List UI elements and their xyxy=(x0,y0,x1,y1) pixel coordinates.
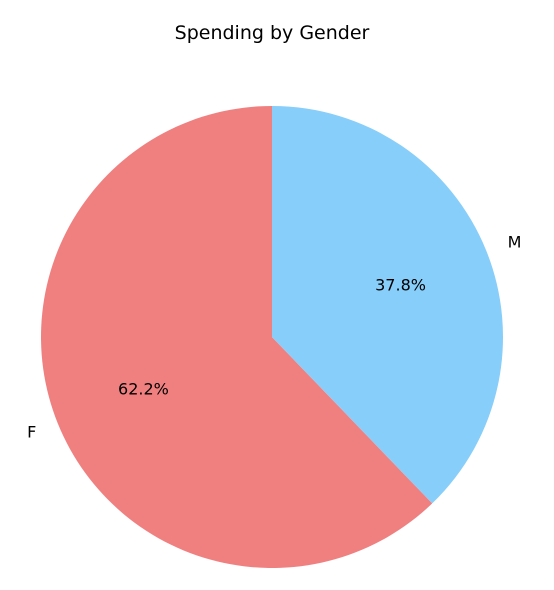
pie-slice-f xyxy=(41,106,433,568)
chart-title: Spending by Gender xyxy=(175,22,370,44)
pie-slices xyxy=(41,106,503,568)
pie-slice-m xyxy=(272,106,503,504)
pct-label-m: 37.8% xyxy=(375,276,426,295)
pct-label-f: 62.2% xyxy=(118,379,169,398)
slice-label-m: M xyxy=(508,232,522,251)
pie-labels: F 62.2% M 37.8% xyxy=(27,232,521,441)
slice-label-f: F xyxy=(27,423,36,442)
